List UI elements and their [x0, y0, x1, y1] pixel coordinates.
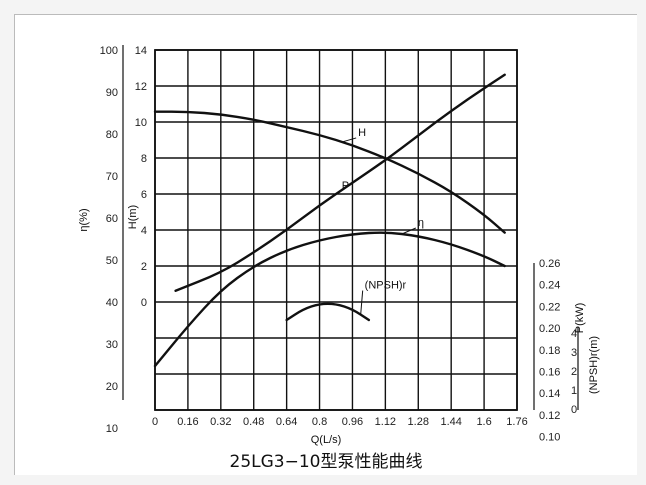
- npsh-tick-label: 0: [571, 404, 577, 416]
- labels: 0 0.16 0.32 0.48 0.64 0.8 0.96 1.12 1.28 1.44 1.6 1…: [78, 45, 600, 444]
- x-tick-label: 0.32: [210, 416, 231, 428]
- series-leader-line: [325, 190, 341, 202]
- x-tick-label: 0.8: [312, 416, 327, 428]
- series-leader-line: [360, 290, 364, 315]
- pump-performance-chart: 0 0.16 0.32 0.48 0.64 0.8 0.96 1.12 1.28 1.44 1.6 1…: [78, 45, 600, 472]
- head-tick-label: 4: [141, 225, 147, 237]
- chart-title: 25LG3−10型泵性能曲线: [230, 452, 423, 472]
- x-tick-label: 1.6: [476, 416, 491, 428]
- series-p-line: [174, 73, 506, 292]
- x-tick-label: 0.16: [177, 416, 198, 428]
- npsh-tick-label: 1: [571, 385, 577, 397]
- series-label: P: [342, 180, 349, 192]
- head-tick-label: 10: [135, 117, 147, 129]
- npsh-tick-label: 4: [571, 328, 577, 340]
- eta-tick-label: 50: [106, 255, 118, 267]
- npsh-tick-label: 2: [571, 366, 577, 378]
- x-tick-label: 0.64: [276, 416, 297, 428]
- x-axis-label: Q(L/s): [311, 434, 342, 446]
- head-tick-label: 0: [141, 297, 147, 309]
- power-tick-label: 0.12: [539, 410, 560, 422]
- head-tick-label: 2: [141, 261, 147, 273]
- series-leader-line: [401, 227, 417, 235]
- eta-tick-label: 30: [106, 339, 118, 351]
- curves: [153, 73, 506, 368]
- power-tick-label: 0.14: [539, 388, 560, 400]
- eta-tick-label: 70: [106, 171, 118, 183]
- x-tick-label: 1.44: [440, 416, 461, 428]
- eta-tick-label: 40: [106, 297, 118, 309]
- power-tick-label: 0.26: [539, 258, 560, 270]
- chart-frame: 0 0.16 0.32 0.48 0.64 0.8 0.96 1.12 1.28 1.44 1.6 1…: [14, 14, 637, 475]
- eta-tick-label: 100: [100, 45, 118, 57]
- x-tick-label: 0.96: [342, 416, 363, 428]
- head-tick-label: 12: [135, 81, 147, 93]
- power-tick-label: 0.22: [539, 301, 560, 313]
- eta-tick-label: 80: [106, 129, 118, 141]
- series-leader-line: [342, 137, 357, 143]
- x-tick-label: 1.12: [375, 416, 396, 428]
- power-tick-label: 0.20: [539, 323, 560, 335]
- series-label: H: [358, 127, 366, 139]
- power-tick-label: 0.24: [539, 280, 560, 292]
- x-tick-label: 0: [152, 416, 158, 428]
- x-tick-label: 0.48: [243, 416, 264, 428]
- series-label: (NPSH)r: [365, 280, 407, 292]
- npsh-axis-label: (NPSH)r(m): [588, 336, 600, 394]
- series-npshr-line: [285, 302, 371, 322]
- x-tick-label: 1.76: [506, 416, 527, 428]
- eta-tick-label: 10: [106, 423, 118, 435]
- power-axis-label: P(kW): [574, 303, 586, 334]
- series-h-line: [153, 110, 506, 234]
- head-tick-label: 8: [141, 153, 147, 165]
- grid: [154, 49, 518, 411]
- power-tick-label: 0.18: [539, 345, 560, 357]
- plot-border: [154, 49, 518, 411]
- axes: [122, 45, 579, 410]
- eta-tick-label: 60: [106, 213, 118, 225]
- power-tick-label: 0.16: [539, 367, 560, 379]
- series-eta-line: [153, 231, 506, 368]
- head-tick-label: 6: [141, 189, 147, 201]
- power-tick-label: 0.10: [539, 432, 560, 444]
- head-axis-label: H(m): [127, 205, 139, 229]
- eta-tick-label: 90: [106, 87, 118, 99]
- eta-tick-label: 20: [106, 381, 118, 393]
- npsh-tick-label: 3: [571, 347, 577, 359]
- series-label: η: [418, 217, 424, 229]
- x-tick-label: 1.28: [408, 416, 429, 428]
- head-tick-label: 14: [135, 45, 147, 57]
- eta-axis-label: η(%): [78, 208, 90, 231]
